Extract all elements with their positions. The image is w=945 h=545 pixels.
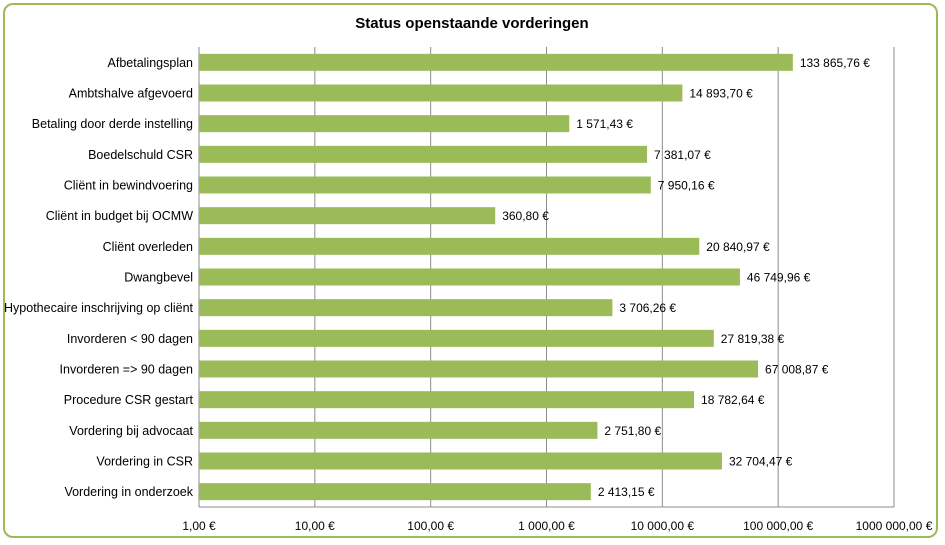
category-label: Boedelschuld CSR (88, 148, 193, 162)
value-label: 14 893,70 € (689, 87, 753, 101)
chart-title: Status openstaande vorderingen (355, 15, 588, 32)
value-label: 3 706,26 € (619, 301, 676, 315)
value-label: 20 840,97 € (706, 240, 770, 254)
value-label: 32 704,47 € (729, 455, 793, 469)
value-label: 360,80 € (502, 209, 549, 223)
value-label: 2 751,80 € (604, 424, 661, 438)
x-tick-label: 1000 000,00 € (856, 519, 933, 533)
x-tick-label: 10,00 € (295, 519, 335, 533)
bar (199, 115, 570, 133)
bar (199, 268, 740, 286)
x-tick-label: 100 000,00 € (743, 519, 813, 533)
category-label: Betaling door derde instelling (32, 117, 193, 131)
value-label: 7 950,16 € (658, 179, 715, 193)
tick-layer: 1,00 € 10,00 € 100,00 € 1 000,00 € 10 000,00… (182, 519, 932, 533)
category-label: Cliënt in budget bij OCMW (46, 209, 193, 223)
category-label: Hypothecaire inschrijving op cliënt (4, 301, 194, 315)
bar (199, 145, 648, 163)
bar (199, 360, 759, 378)
value-label: 2 413,15 € (598, 485, 655, 499)
bar (199, 237, 700, 255)
category-label: Ambtshalve afgevoerd (69, 87, 193, 101)
bar (199, 483, 591, 501)
bar (199, 329, 714, 347)
x-tick-label: 100,00 € (407, 519, 454, 533)
x-tick-label: 1 000,00 € (518, 519, 575, 533)
category-label: Invorderen => 90 dagen (60, 363, 193, 377)
bar (199, 421, 598, 439)
category-label: Invorderen < 90 dagen (67, 332, 193, 346)
category-label: Cliënt in bewindvoering (64, 179, 193, 193)
bar-layer (199, 53, 793, 501)
bar (199, 452, 722, 470)
bar (199, 207, 496, 225)
x-tick-label: 10 000,00 € (631, 519, 695, 533)
category-label: Afbetalingsplan (108, 56, 194, 70)
category-label: Procedure CSR gestart (64, 393, 194, 407)
bar (199, 53, 793, 71)
bar (199, 391, 695, 409)
category-label: Vordering in CSR (96, 455, 193, 469)
value-label: 133 865,76 € (800, 56, 870, 70)
label-layer: Afbetalingsplan 133 865,76 € Ambtshalve af… (4, 56, 870, 499)
value-label: 46 749,96 € (747, 271, 811, 285)
category-label: Cliënt overleden (103, 240, 193, 254)
x-tick-label: 1,00 € (182, 519, 216, 533)
bar (199, 299, 613, 317)
category-label: Dwangbevel (124, 271, 193, 285)
bar (199, 176, 651, 194)
value-label: 27 819,38 € (721, 332, 785, 346)
category-label: Vordering in onderzoek (64, 485, 193, 499)
value-label: 7 381,07 € (654, 148, 711, 162)
bar (199, 84, 683, 102)
value-label: 67 008,87 € (765, 363, 829, 377)
value-label: 1 571,43 € (576, 117, 633, 131)
value-label: 18 782,64 € (701, 393, 765, 407)
category-label: Vordering bij advocaat (69, 424, 193, 438)
